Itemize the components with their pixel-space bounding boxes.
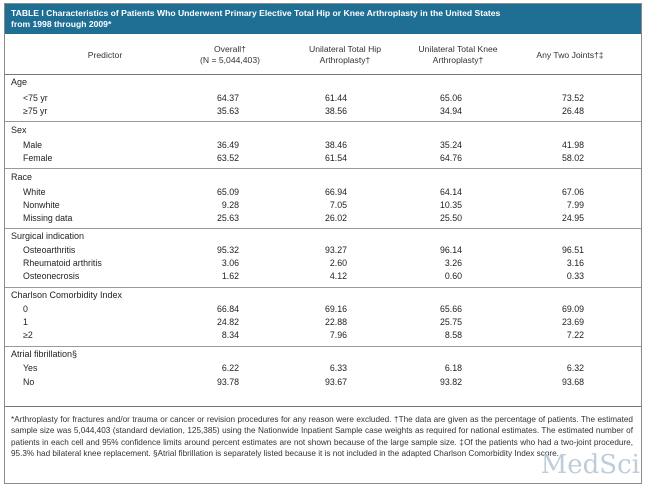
table-row: 1 24.82 22.88 25.75 23.69	[23, 317, 584, 327]
table-title: TABLE I Characteristics of Patients Who …	[5, 4, 641, 34]
section-title: Age	[11, 77, 28, 87]
row-label: Osteonecrosis	[23, 271, 80, 281]
row-label: 0	[23, 304, 28, 314]
section-divider	[5, 121, 641, 122]
section-title: Charlson Comorbidity Index	[11, 290, 123, 300]
row-label: White	[23, 187, 46, 197]
table-footnote: *Arthroplasty for fractures and/or traum…	[11, 415, 633, 459]
table-title-line-1: TABLE I Characteristics of Patients Who …	[11, 8, 501, 18]
section-title: Sex	[11, 125, 27, 135]
table-row: Yes 6.22 6.33 6.18 6.32	[23, 363, 584, 373]
table-row: Nonwhite 9.28 7.05 10.35 7.99	[23, 200, 584, 210]
row-label: ≥2	[23, 330, 33, 340]
footnote-divider	[5, 406, 641, 407]
row-label: Female	[23, 153, 53, 163]
table-body: Age <75 yr 64.37 61.44 65.06 73.52 ≥75 y…	[5, 74, 641, 394]
table-row: <75 yr 64.37 61.44 65.06 73.52	[23, 93, 584, 103]
section-divider	[5, 346, 641, 347]
header-unilateral-hip: Unilateral Total Hip Arthroplasty†	[309, 44, 381, 65]
table-row: Missing data 25.63 26.02 25.50 24.95	[23, 213, 584, 223]
table-row: Osteonecrosis 1.62 4.12 0.60 0.33	[23, 271, 584, 281]
header-overall: Overall† (N = 5,044,403)	[200, 44, 260, 65]
row-label: 1	[23, 317, 28, 327]
medsci-watermark: MedSci	[540, 450, 640, 480]
row-label: <75 yr	[23, 93, 48, 103]
table-row: Osteoarthritis 95.32 93.27 96.14 96.51	[23, 245, 584, 255]
table-row: ≥75 yr 35.63 38.56 34.94 26.48	[23, 106, 584, 116]
row-label: Rheumatoid arthritis	[23, 258, 102, 268]
section-title: Race	[11, 172, 33, 182]
section-title: Atrial fibrillation§	[11, 349, 78, 359]
table-frame: TABLE I Characteristics of Patients Who …	[4, 3, 642, 484]
header-unilateral-knee: Unilateral Total Knee Arthroplasty†	[418, 44, 498, 65]
section-title: Surgical indication	[11, 231, 85, 241]
table-row: No 93.78 93.67 93.82 93.68	[23, 377, 584, 387]
section-divider	[5, 228, 641, 229]
section-divider	[5, 168, 641, 169]
row-label: Male	[23, 140, 43, 150]
table-row: 0 66.84 69.16 65.66 69.09	[23, 304, 584, 314]
row-label: No	[23, 377, 35, 387]
header-predictor: Predictor	[87, 50, 123, 60]
row-label: Nonwhite	[23, 200, 60, 210]
section-divider	[5, 287, 641, 288]
row-label: ≥75 yr	[23, 106, 48, 116]
table-row: White 65.09 66.94 64.14 67.06	[23, 187, 584, 197]
row-label: Osteoarthritis	[23, 245, 76, 255]
row-label: Yes	[23, 363, 38, 373]
header-any-two-joints: Any Two Joints†‡	[536, 50, 604, 60]
row-label: Missing data	[23, 213, 73, 223]
table-header: Predictor Overall† (N = 5,044,403) Unila…	[5, 34, 641, 75]
table-row: Rheumatoid arthritis 3.06 2.60 3.26 3.16	[23, 258, 584, 268]
table-title-line-2: from 1998 through 2009*	[11, 19, 112, 29]
table-row: Female 63.52 61.54 64.76 58.02	[23, 153, 584, 163]
table-row: ≥2 8.34 7.96 8.58 7.22	[23, 330, 584, 340]
table-row: Male 36.49 38.46 35.24 41.98	[23, 140, 584, 150]
